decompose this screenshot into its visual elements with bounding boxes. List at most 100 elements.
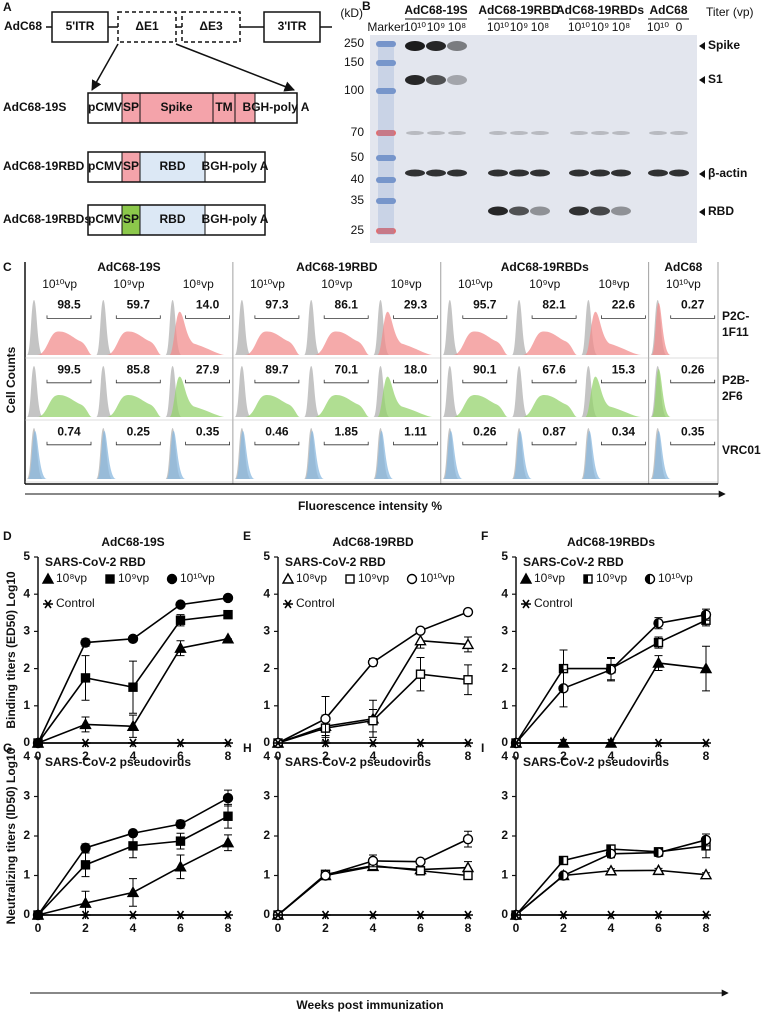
gate: [254, 315, 300, 319]
marker-label: Marker: [367, 20, 404, 34]
hist-control: [373, 300, 390, 355]
data-point: [701, 910, 711, 920]
hist-control: [581, 366, 598, 417]
x-tick-label: 6: [417, 749, 424, 763]
hist-control: [373, 366, 390, 417]
data-point: [175, 615, 186, 625]
group-label: AdC68-19RBD: [478, 3, 560, 17]
construct-outline: [87, 151, 266, 183]
blot-band: [649, 131, 667, 135]
y-tick-label: 3: [501, 624, 508, 638]
legend-marker: [406, 573, 418, 585]
gate: [670, 315, 716, 319]
data-point: [175, 738, 186, 748]
legend-label: 10⁹vp: [596, 571, 627, 585]
blot-band: [611, 169, 631, 177]
gate: [323, 379, 369, 384]
x-tick-label: 0: [35, 921, 42, 935]
legend-label: 10¹⁰vp: [420, 571, 455, 585]
marker-half-fill: [701, 835, 706, 845]
hist-sample: [235, 431, 255, 479]
lane-label: 10¹⁰: [487, 20, 509, 34]
group-label: AdC68-19S: [404, 3, 467, 17]
x-tick-label: 2: [560, 749, 567, 763]
gate-percent: 90.1: [473, 363, 497, 377]
gate: [185, 441, 230, 446]
gate: [531, 315, 577, 319]
kd-label: 25: [351, 223, 365, 237]
panel-label: E: [243, 529, 251, 543]
data-point: [604, 864, 618, 876]
row-label: P2B-: [722, 373, 749, 387]
blot-band: [426, 41, 446, 51]
hist-sample: [305, 431, 325, 479]
ladder-band: [376, 130, 396, 136]
y-axis-label: Binding titers (ED50) Log10: [4, 571, 18, 729]
segment-label: BGH-poly A: [243, 100, 310, 114]
data-point: [174, 641, 187, 653]
y-tick-label: 3: [23, 789, 30, 803]
gate-percent: 29.3: [404, 297, 428, 311]
gate-percent: 1.11: [404, 425, 427, 439]
gate: [462, 315, 508, 319]
x-tick-label: 2: [322, 921, 329, 935]
hist-control: [165, 300, 182, 355]
legend-marker: [521, 599, 531, 609]
hist-sample: [374, 431, 394, 479]
data-point: [699, 662, 713, 674]
gate: [115, 315, 161, 319]
x-tick-label: 2: [322, 749, 329, 763]
blot-band: [590, 206, 610, 216]
data-point: [415, 866, 426, 876]
gate-percent: 82.1: [542, 297, 566, 311]
gate: [115, 441, 161, 446]
titer-label: 10⁸vp: [391, 277, 422, 291]
x-tick-label: 0: [513, 921, 520, 935]
blot-band: [447, 75, 467, 85]
hist-sample: [166, 431, 186, 479]
gate-percent: 0.26: [681, 363, 705, 377]
data-point: [415, 669, 426, 679]
blot-band: [530, 206, 550, 216]
y-tick-label: 1: [501, 868, 508, 882]
data-point: [558, 910, 569, 920]
ladder-band: [376, 155, 396, 161]
construct-name: AdC68-19RBDs: [3, 212, 91, 226]
hist-sample: [106, 331, 162, 355]
vector-box: [117, 11, 177, 43]
y-tick-label: 4: [501, 586, 508, 600]
blot-band: [447, 41, 467, 51]
data-point: [653, 910, 664, 920]
kd-unit: (kD): [340, 6, 363, 20]
segment-label: BGH-poly A: [202, 159, 269, 173]
hist-control: [304, 366, 321, 417]
hist-sample: [106, 395, 162, 417]
gate: [462, 379, 508, 384]
data-point: [320, 870, 331, 881]
ladder-band: [376, 177, 396, 183]
gate-percent: 0.25: [127, 425, 151, 439]
chart-subtitle: SARS-CoV-2 pseudovirus: [45, 755, 191, 769]
gate: [670, 379, 716, 384]
y-tick-label: 2: [501, 661, 508, 675]
gate-percent: 27.9: [196, 363, 220, 377]
panel-label: I: [481, 741, 484, 755]
row-label: 1F11: [722, 325, 749, 339]
data-point: [222, 792, 234, 804]
legend-marker: [43, 599, 53, 609]
marker-half-fill: [559, 856, 564, 865]
group-label: AdC68-19RBDs: [501, 260, 589, 274]
kd-label: 40: [351, 172, 365, 186]
data-point: [80, 738, 91, 748]
legend-label: 10⁹vp: [358, 571, 389, 585]
gate-percent: 14.0: [196, 297, 220, 311]
hist-sample: [169, 376, 226, 417]
gate-percent: 98.5: [57, 297, 81, 311]
marker-half-fill: [559, 683, 564, 693]
construct-name: AdC68-19RBD: [3, 159, 85, 173]
x-tick-label: 0: [35, 749, 42, 763]
titer-label: 10¹⁰vp: [666, 277, 701, 291]
hist-sample: [522, 395, 578, 417]
gate: [393, 379, 438, 384]
titer-label: 10⁹vp: [529, 277, 560, 291]
